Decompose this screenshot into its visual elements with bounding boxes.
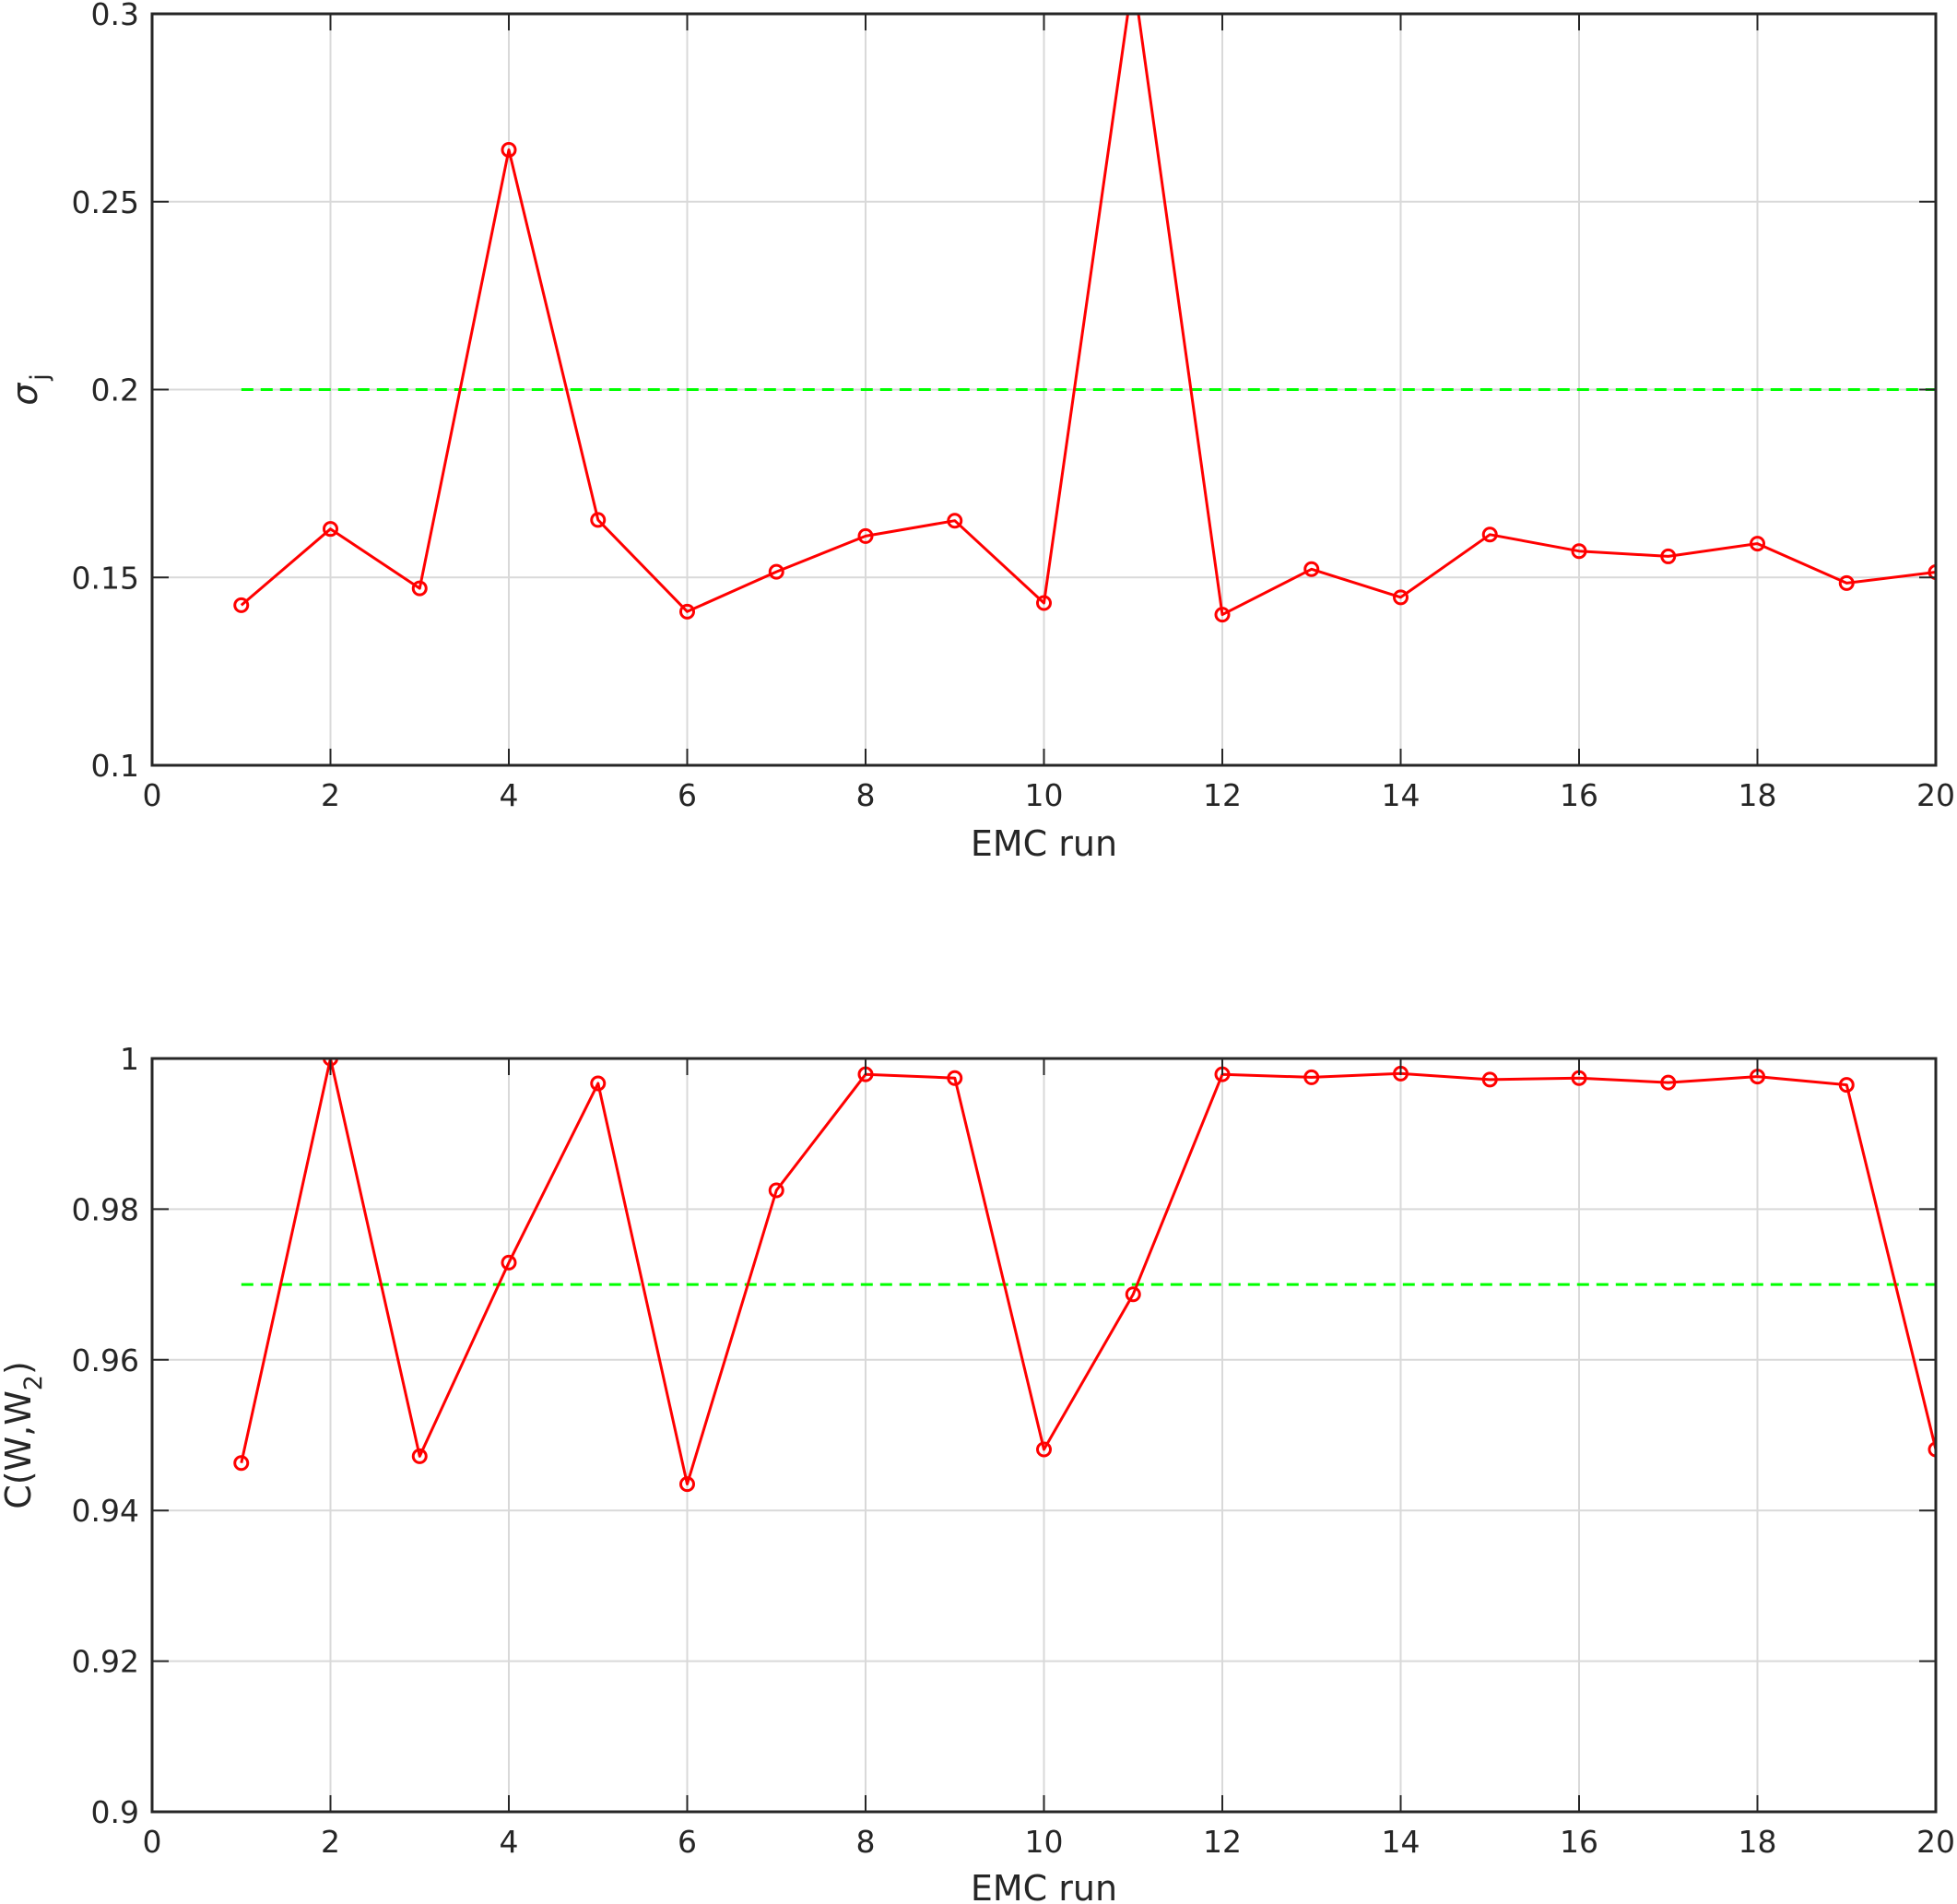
bottom-data-point — [1036, 1441, 1052, 1458]
bottom-data-point — [1481, 1071, 1498, 1088]
top-panel: 0 2 4 6 8 10 12 14 16 18 20 0.1 0.15 0.2 0.25 0.3 EMC r… — [5, 0, 1955, 864]
top-data-point — [1393, 589, 1409, 606]
top-y-tick-label: 0.3 — [91, 0, 139, 32]
bottom-data-point — [411, 1448, 428, 1464]
top-data-point — [501, 142, 517, 159]
bottom-data-point — [1125, 1286, 1141, 1303]
top-x-tick-label: 6 — [678, 777, 697, 813]
top-x-tick-label: 4 — [500, 777, 519, 813]
bottom-y-tick-label: 0.9 — [91, 1794, 139, 1830]
bottom-panel: 0 2 4 6 8 10 12 14 16 18 20 0.9 0.92 0.94 0.96 0.98 1 EM… — [0, 1041, 1955, 1904]
bottom-data-point — [1660, 1074, 1677, 1091]
top-data-point — [1481, 526, 1498, 543]
bottom-x-tick-label: 16 — [1560, 1824, 1598, 1860]
bottom-series-line — [240, 1058, 1936, 1486]
bottom-x-tick-label: 2 — [321, 1824, 340, 1860]
bottom-ylabel-tail: ) — [0, 1361, 39, 1375]
top-data-point — [590, 512, 607, 528]
bottom-x-tick-label: 14 — [1382, 1824, 1421, 1860]
top-x-tick-label: 8 — [856, 777, 876, 813]
bottom-data-point — [1303, 1069, 1320, 1085]
bottom-y-axis-label: C(W,W2) — [0, 1361, 48, 1509]
top-data-point — [679, 603, 695, 620]
top-data-point — [1571, 543, 1587, 560]
top-y-tick-label: 0.25 — [72, 184, 139, 220]
bottom-data-point — [501, 1254, 517, 1271]
top-data-point — [947, 513, 963, 529]
svg-text:σj: σj — [5, 373, 54, 406]
bottom-x-axis-label: EMC run — [971, 1868, 1117, 1904]
top-data-point — [1036, 595, 1052, 611]
top-data-point — [411, 580, 428, 597]
top-data-point — [1838, 574, 1855, 591]
top-data-point — [323, 521, 338, 538]
bottom-data-point — [1838, 1077, 1855, 1094]
bottom-y-tick-label: 1 — [120, 1041, 139, 1077]
bottom-x-tick-label: 4 — [500, 1824, 519, 1860]
top-data-point — [857, 527, 874, 544]
top-y-tick-label: 0.1 — [91, 748, 139, 784]
bottom-x-tick-label: 0 — [143, 1824, 162, 1860]
top-data-point — [233, 597, 250, 613]
top-series — [233, 14, 1936, 623]
top-x-tick-label: 20 — [1916, 777, 1955, 813]
bottom-x-tick-label: 18 — [1739, 1824, 1777, 1860]
top-data-point — [1750, 536, 1765, 552]
bottom-data-point — [590, 1075, 607, 1092]
bottom-data-point — [679, 1476, 695, 1493]
bottom-grid — [152, 1058, 1936, 1812]
bottom-ticks: 0 2 4 6 8 10 12 14 16 18 20 0.9 0.92 0.94 0.96 0.98 1 — [72, 1041, 1955, 1860]
bottom-y-tick-label: 0.96 — [72, 1342, 139, 1378]
bottom-ylabel-main: C(W,W — [0, 1390, 39, 1509]
bottom-x-tick-label: 8 — [856, 1824, 876, 1860]
bottom-data-point — [1928, 1441, 1936, 1458]
bottom-data-point — [233, 1455, 250, 1472]
bottom-x-tick-label: 10 — [1025, 1824, 1064, 1860]
top-x-tick-label: 10 — [1025, 777, 1064, 813]
top-ylabel-sub: j — [26, 373, 54, 382]
bottom-series — [233, 1058, 1936, 1493]
top-x-tick-label: 12 — [1203, 777, 1242, 813]
top-x-tick-label: 0 — [143, 777, 162, 813]
top-x-tick-label: 14 — [1382, 777, 1421, 813]
bottom-x-tick-label: 6 — [678, 1824, 697, 1860]
top-x-tick-label: 2 — [321, 777, 340, 813]
top-data-point — [1928, 564, 1936, 581]
top-y-tick-label: 0.15 — [72, 560, 139, 596]
bottom-ylabel-sub: 2 — [19, 1375, 48, 1390]
top-data-point — [1660, 548, 1677, 564]
top-series-line — [240, 14, 1936, 617]
top-ticks: 0 2 4 6 8 10 12 14 16 18 20 0.1 0.15 0.2 0.25 0.3 — [72, 0, 1955, 813]
top-x-axis-label: EMC run — [971, 823, 1117, 864]
top-x-tick-label: 16 — [1560, 777, 1598, 813]
bottom-data-point — [947, 1070, 963, 1086]
bottom-data-point — [768, 1182, 784, 1199]
bottom-x-tick-label: 20 — [1916, 1824, 1955, 1860]
bottom-y-tick-label: 0.98 — [72, 1191, 139, 1227]
svg-text:C(W,W2): C(W,W2) — [0, 1361, 48, 1509]
bottom-y-tick-label: 0.94 — [72, 1493, 139, 1529]
top-data-point — [1303, 561, 1320, 577]
bottom-y-tick-label: 0.92 — [72, 1644, 139, 1680]
top-ylabel-main: σ — [5, 382, 45, 406]
top-x-tick-label: 18 — [1739, 777, 1777, 813]
bottom-x-tick-label: 12 — [1203, 1824, 1242, 1860]
top-y-axis-label: σj — [5, 373, 54, 406]
top-data-point — [768, 563, 784, 580]
top-data-point — [1214, 607, 1231, 623]
top-y-tick-label: 0.2 — [91, 373, 139, 408]
